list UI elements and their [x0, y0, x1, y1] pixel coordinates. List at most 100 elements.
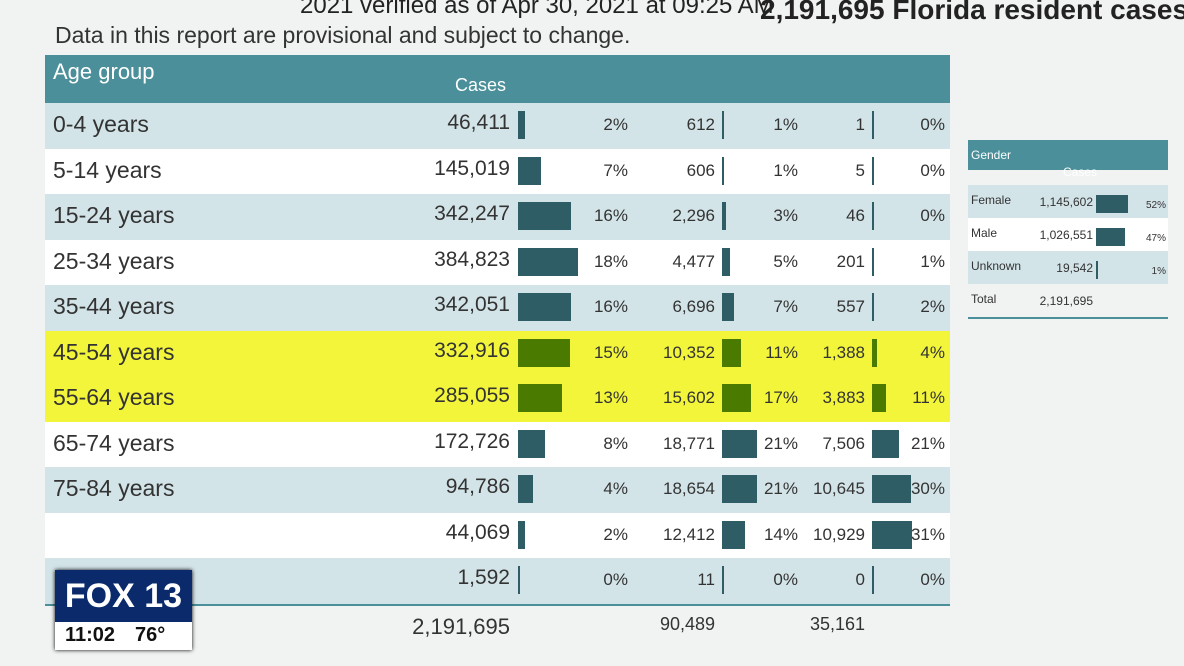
- value-cell: 1: [855, 115, 865, 134]
- total-rule: [968, 317, 1168, 319]
- value-cell: 10,645: [813, 479, 865, 498]
- logo: FOX 13 11:02 76°: [55, 570, 192, 650]
- column-header: Age group: [53, 59, 155, 84]
- value-cell: 13%: [593, 388, 628, 407]
- value-cell: 4,477: [672, 251, 715, 271]
- value-cell: 46: [846, 206, 865, 225]
- value-cell: 1%: [773, 160, 798, 180]
- value-cell: 12,412: [663, 524, 715, 544]
- total-value: 90,489: [659, 613, 715, 634]
- table-row: [45, 421, 950, 467]
- table-row: [968, 251, 1168, 284]
- gender-label: Unknown: [971, 259, 1022, 273]
- value-cell: 332,916: [434, 338, 510, 362]
- age-label: 65-74 years: [53, 429, 175, 456]
- value-cell: 18,771: [663, 433, 715, 453]
- header-row: [45, 55, 950, 103]
- value-cell: 0%: [920, 206, 945, 225]
- table-row: [45, 285, 950, 331]
- value-cell: 0%: [920, 115, 945, 134]
- header-row: [968, 140, 1168, 170]
- value-cell: 0%: [773, 570, 798, 589]
- table-row: [968, 185, 1168, 218]
- bar: [872, 293, 875, 321]
- value-cell: 10,929: [813, 524, 865, 544]
- highlighted-row: [45, 330, 950, 376]
- table-row: [45, 103, 950, 149]
- age-table: Age groupCasesHospitalizationsDeaths0-4 …: [45, 55, 950, 655]
- report-total: 2,191,695 Florida resident cases: [760, 0, 1184, 25]
- bar: [722, 338, 742, 367]
- bar: [518, 475, 533, 503]
- value-cell: 5: [855, 160, 865, 180]
- value-cell: 2%: [603, 115, 628, 134]
- bar: [872, 384, 887, 412]
- value-cell: 17%: [763, 388, 798, 407]
- age-label: 45-54 years: [53, 338, 175, 365]
- value-cell: 11: [697, 570, 715, 589]
- bar: [1096, 261, 1098, 279]
- bar: [722, 247, 731, 276]
- bar: [518, 384, 563, 412]
- value-cell: 5%: [773, 251, 798, 271]
- value-cell: 342,051: [434, 293, 510, 316]
- bar: [872, 475, 911, 503]
- bar: [722, 111, 724, 139]
- value-cell: 1%: [1151, 266, 1166, 277]
- value-cell: 172,726: [434, 429, 510, 453]
- bar: [872, 338, 878, 367]
- total-rule: [45, 603, 950, 606]
- value-cell: 16%: [593, 206, 628, 225]
- value-cell: 7,506: [822, 433, 865, 453]
- highlighted-row: [45, 376, 950, 422]
- value-cell: 0%: [920, 160, 945, 180]
- value-cell: 201: [836, 251, 865, 271]
- total-value: 35,161: [809, 613, 865, 634]
- column-header: Cases: [455, 75, 507, 95]
- value-cell: 21%: [910, 433, 945, 453]
- logo-time: 11:02: [65, 624, 116, 646]
- bar: [722, 429, 757, 458]
- value-cell: 0%: [603, 570, 628, 589]
- value-cell: 384,823: [434, 247, 510, 271]
- column-header: Cases: [1063, 165, 1098, 179]
- value-cell: 8%: [603, 433, 628, 453]
- value-cell: 1,026,551: [1039, 228, 1093, 242]
- table-row: [45, 239, 950, 285]
- bar: [872, 247, 874, 276]
- bar: [872, 429, 900, 458]
- bar: [518, 429, 545, 458]
- value-cell: 1,592: [457, 566, 510, 589]
- bar: [872, 202, 874, 230]
- report-line: 2021 verified as of Apr 30, 2021 at 09:2…: [300, 0, 774, 19]
- value-cell: 1,145,602: [1039, 195, 1093, 209]
- bar: [518, 520, 525, 549]
- bar: [722, 475, 757, 503]
- value-cell: 0%: [920, 570, 945, 589]
- column-header: Gender: [971, 148, 1012, 162]
- value-cell: 21%: [763, 479, 798, 498]
- gender-label: Male: [971, 226, 998, 240]
- age-label: 75-84 years: [53, 475, 175, 501]
- value-cell: 11%: [912, 388, 945, 407]
- bar: [722, 202, 727, 230]
- value-cell: 16%: [593, 297, 628, 316]
- total-value: 2,191,695: [1039, 294, 1093, 308]
- value-cell: 0: [855, 570, 865, 589]
- value-cell: 46,411: [447, 111, 510, 134]
- value-cell: 10,352: [663, 342, 715, 362]
- value-cell: 19,542: [1056, 261, 1093, 275]
- bar: [518, 566, 520, 594]
- logo-brand: FOX 13: [55, 570, 192, 622]
- bar: [872, 156, 874, 185]
- bar: [872, 566, 874, 594]
- value-cell: 94,786: [445, 475, 510, 498]
- logo-temp: 76°: [135, 624, 166, 646]
- value-cell: 15%: [593, 342, 628, 362]
- bar: [518, 111, 526, 139]
- bar: [518, 156, 541, 185]
- bar: [518, 293, 572, 321]
- gender-label: Female: [971, 193, 1012, 207]
- table-row: [45, 512, 950, 558]
- value-cell: 285,055: [434, 384, 510, 407]
